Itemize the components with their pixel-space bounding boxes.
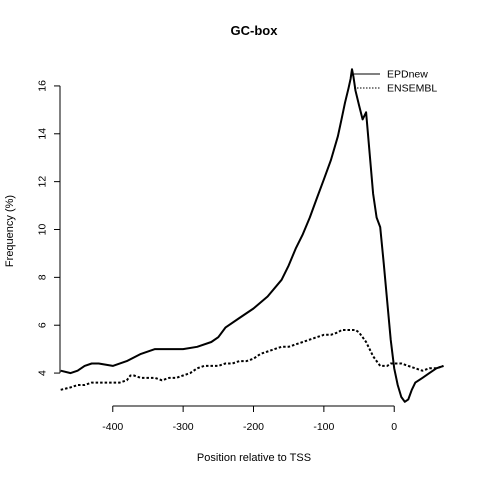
y-tick-label: 6	[37, 322, 49, 328]
x-axis-label: Position relative to TSS	[197, 452, 311, 464]
y-axis: 4 6 8 10 12 14 16	[37, 80, 61, 376]
x-tick-label: -100	[313, 421, 334, 433]
series-layer	[60, 68, 444, 403]
y-tick-label: 8	[37, 274, 49, 280]
x-tick-label: -400	[102, 421, 123, 433]
x-tick-label: 0	[391, 421, 397, 433]
series-line-epdnew	[60, 68, 444, 403]
legend-label-epdnew: EPDnew	[387, 69, 428, 81]
series-line-ensembl	[60, 329, 444, 391]
chart-title: GC-box	[231, 23, 279, 38]
y-tick-label: 14	[37, 128, 49, 140]
y-axis-label: Frequency (%)	[4, 195, 16, 267]
legend: EPDnew ENSEMBL	[354, 69, 437, 95]
legend-label-ensembl: ENSEMBL	[387, 83, 437, 95]
y-tick-label: 16	[37, 80, 49, 92]
y-tick-label: 12	[37, 176, 49, 188]
y-tick-label: 10	[37, 224, 49, 236]
x-tick-label: -200	[243, 421, 264, 433]
y-tick-label: 4	[37, 370, 49, 376]
x-axis: -400 -300 -200 -100 0	[102, 405, 397, 433]
x-tick-label: -300	[173, 421, 194, 433]
